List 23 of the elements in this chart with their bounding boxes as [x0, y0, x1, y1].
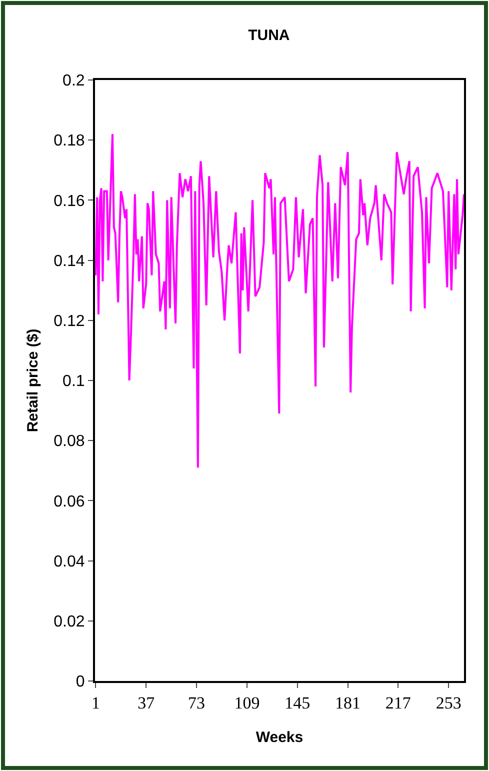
x-tick-label: 73 — [188, 693, 206, 712]
chart-title: TUNA — [248, 26, 290, 44]
line-series — [95, 133, 464, 469]
y-axis-title: Retail price ($) — [24, 328, 42, 432]
y-tick-label: 0.02 — [54, 614, 85, 630]
y-tick-label: 0.18 — [54, 132, 85, 150]
y-tick-label: 0.2 — [62, 72, 85, 90]
x-tick-label: 145 — [284, 693, 310, 712]
y-tick-label: 0.06 — [54, 493, 85, 510]
y-tick-label: 0 — [76, 674, 85, 691]
x-tick-label: 109 — [234, 693, 260, 712]
x-tick-label: 181 — [335, 693, 361, 712]
y-tick-label: 0.16 — [54, 192, 85, 210]
x-tick-label: 217 — [385, 693, 412, 712]
y-tick-label: 0.12 — [54, 313, 85, 330]
y-tick-label: 0.14 — [54, 252, 85, 270]
x-axis-title: Weeks — [256, 728, 304, 746]
x-tick-label: 37 — [138, 693, 156, 712]
x-tick-label: 1 — [91, 693, 100, 712]
y-tick-label: 0.1 — [62, 373, 85, 390]
y-tick-label: 0.08 — [54, 433, 85, 450]
y-tick-label: 0.04 — [54, 553, 85, 570]
x-tick-label: 253 — [436, 693, 462, 712]
